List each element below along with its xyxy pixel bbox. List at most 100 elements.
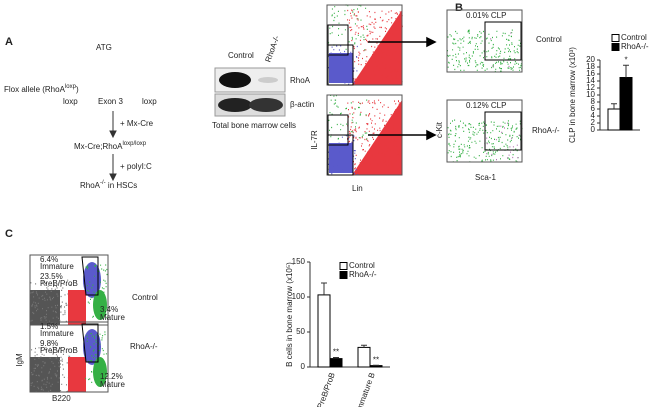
legend-label: RhoA-/- xyxy=(349,270,377,279)
cluster xyxy=(83,262,101,298)
gate-label: 1.5% xyxy=(40,322,58,331)
text: Total bone marrow cells xyxy=(212,121,296,130)
band xyxy=(219,72,251,88)
y-tick-label: 50 xyxy=(296,327,305,336)
gate-label: Immature xyxy=(40,329,74,338)
panel-label: C xyxy=(5,228,13,240)
flow-dots xyxy=(30,346,71,393)
text: Exon 3 xyxy=(98,97,123,106)
flow-dots xyxy=(327,4,368,51)
text: RhoA-/- in HSCs xyxy=(80,180,137,191)
gate-label: 0.01% CLP xyxy=(466,11,506,20)
cluster xyxy=(93,357,107,387)
text: Mx-Cre;RhoA xyxy=(74,142,123,151)
flow-plots xyxy=(326,4,523,176)
gate-label: 12.2% xyxy=(100,372,123,381)
y-tick-label: 18 xyxy=(586,62,595,71)
x-tick-label: PreB/ProB xyxy=(315,371,336,407)
band xyxy=(258,77,278,83)
gate xyxy=(327,134,354,176)
gate xyxy=(327,44,354,86)
error-bar xyxy=(333,357,339,359)
plot-frame xyxy=(446,9,523,73)
cluster xyxy=(329,143,353,173)
legend-label: RhoA-/- xyxy=(621,42,649,51)
bar xyxy=(357,346,371,368)
gate xyxy=(81,323,99,363)
significance: ** xyxy=(333,348,339,357)
text: Flox allele (RhoA xyxy=(4,85,66,94)
bar xyxy=(329,358,343,368)
cluster xyxy=(68,290,86,325)
flow-dots xyxy=(486,122,520,161)
text: loxp xyxy=(142,97,157,106)
y-axis-label: B cells in bone marrow (x10⁵) xyxy=(285,262,294,367)
band xyxy=(218,98,252,112)
y-tick-label: 6 xyxy=(591,104,596,113)
axis-label: Sca-1 xyxy=(475,173,496,182)
text: ) xyxy=(76,85,79,94)
text: ATG xyxy=(96,43,112,52)
legend-swatch xyxy=(339,271,348,279)
y-tick-label: 12 xyxy=(586,83,595,92)
plot-frame xyxy=(446,99,523,163)
bar xyxy=(607,108,621,131)
flow-dots xyxy=(447,119,523,163)
y-tick-label: 100 xyxy=(292,292,306,301)
plot-frame xyxy=(326,4,403,86)
lane-label: RhoA-/- xyxy=(263,34,281,63)
error-bar xyxy=(321,282,327,295)
text: RhoA xyxy=(80,181,101,190)
text: Mx-Cre;RhoAloxp/loxp xyxy=(74,141,147,152)
significance: ** xyxy=(373,355,379,364)
y-tick-label: 0 xyxy=(591,125,596,134)
gate-label: PreB/ProB xyxy=(40,279,78,288)
gate xyxy=(484,111,522,151)
gate-label: 23.5% xyxy=(40,272,63,281)
y-tick-label: 14 xyxy=(586,76,595,85)
gate-label: Immature xyxy=(40,262,74,271)
y-tick-label: 150 xyxy=(292,257,306,266)
cluster xyxy=(68,357,86,392)
cluster xyxy=(30,290,60,325)
plot-frame xyxy=(29,254,109,326)
legend-label: Control xyxy=(621,33,647,42)
axis-label: B220 xyxy=(52,394,71,403)
gate-label: PreB/ProB xyxy=(40,346,78,355)
gate-label: 6.4% xyxy=(40,255,58,264)
text: in HSCs xyxy=(106,181,138,190)
y-tick-label: 8 xyxy=(591,97,596,106)
row-label: RhoA-/- xyxy=(532,126,560,135)
significance: * xyxy=(624,55,627,64)
error-bar xyxy=(611,103,617,109)
gate-label: 9.8% xyxy=(40,339,58,348)
cluster xyxy=(352,10,402,85)
band xyxy=(249,98,283,112)
gate xyxy=(484,21,522,61)
y-tick-label: 16 xyxy=(586,69,595,78)
text: RhoA xyxy=(290,76,311,85)
text: + Mx-Cre xyxy=(120,119,154,128)
legend-swatch xyxy=(611,34,620,42)
flow-dots xyxy=(447,29,523,73)
y-tick-label: 20 xyxy=(586,55,595,64)
text: Flox allele (RhoAloxp) xyxy=(4,84,79,95)
error-bar xyxy=(623,64,629,78)
legend-label: Control xyxy=(349,261,375,270)
gate-label: Mature xyxy=(100,380,125,389)
gate-label: 3.4% xyxy=(100,305,118,314)
gate xyxy=(327,114,349,146)
lane-label: Control xyxy=(228,51,254,60)
error-bar xyxy=(361,344,367,348)
plot-frame xyxy=(29,321,109,393)
bar xyxy=(619,77,633,131)
bar xyxy=(317,294,331,368)
x-tick-label: Immature B xyxy=(354,371,377,407)
panel-label: B xyxy=(455,2,463,14)
text: loxp/loxp xyxy=(122,141,146,147)
y-tick-label: 0 xyxy=(301,362,306,371)
bar xyxy=(369,365,383,368)
